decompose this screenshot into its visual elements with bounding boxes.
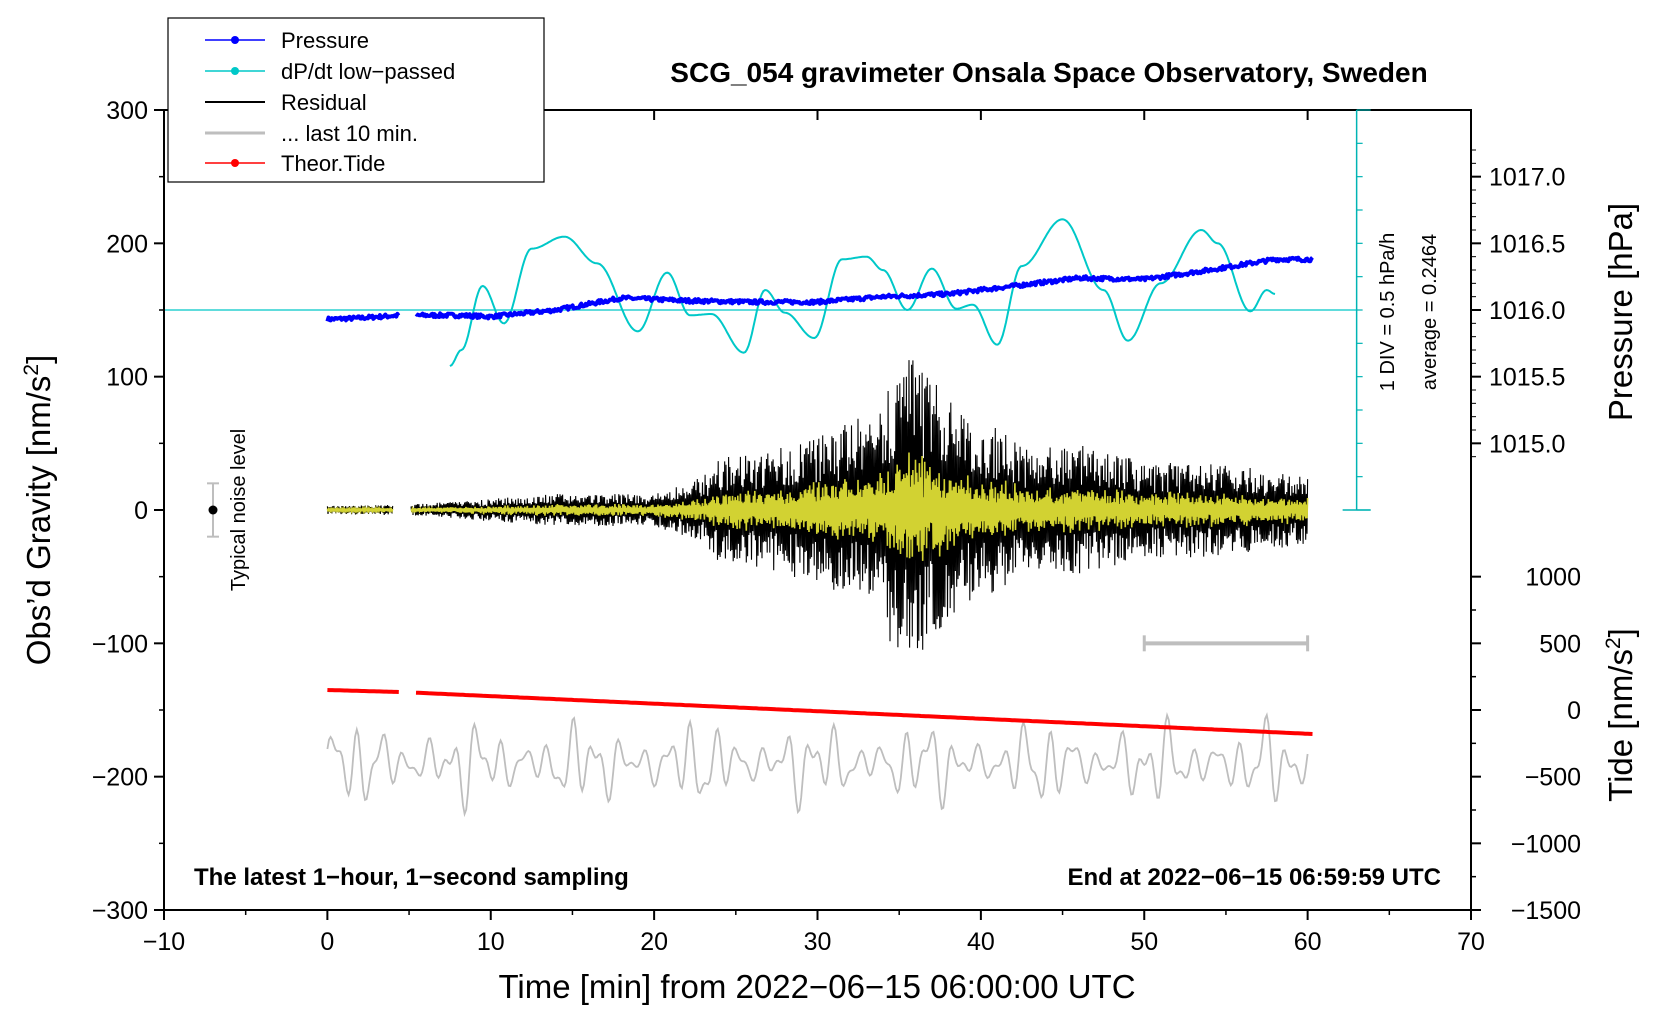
- x-tick-label: 0: [320, 928, 334, 956]
- tide-tick-label: 0: [1567, 697, 1581, 725]
- legend-entry-pressure: Pressure: [205, 28, 369, 53]
- y-tick-label: 200: [106, 230, 148, 258]
- y-tick-label: 300: [106, 97, 148, 125]
- legend-marker: [231, 36, 239, 44]
- x-tick-label: 60: [1294, 928, 1322, 956]
- y-tick-label: −200: [92, 764, 148, 792]
- legend-entry-theor-tide: Theor.Tide: [205, 151, 385, 176]
- dpdt-series: [449, 218, 1276, 367]
- pressure-tick-label: 1015.5: [1489, 364, 1565, 392]
- noise-level-label: Typical noise level: [228, 429, 250, 591]
- noise-level-dot: [208, 505, 218, 515]
- dpdt-scale-label: 1 DIV = 0.5 hPa/h: [1377, 233, 1399, 391]
- legend: Pressure dP/dt low−passed Residual ... l…: [167, 17, 545, 183]
- tide-tick-label: 1000: [1525, 564, 1581, 592]
- legend-label: Theor.Tide: [281, 151, 385, 176]
- legend-label: dP/dt low−passed: [281, 59, 455, 84]
- pressure-tick-label: 1017.0: [1489, 164, 1565, 192]
- y-tick-label: 0: [134, 497, 148, 525]
- x-tick-label: 70: [1457, 928, 1485, 956]
- theor-tide-series: [327, 688, 1313, 736]
- pressure-tick-label: 1015.0: [1489, 430, 1565, 458]
- legend-box: [167, 17, 545, 183]
- footer-right-note: End at 2022−06−15 06:59:59 UTC: [1067, 864, 1441, 891]
- tide-tick-label: −500: [1525, 764, 1581, 792]
- y-tick-label: 100: [106, 364, 148, 392]
- tide-tick-label: 500: [1539, 630, 1581, 658]
- legend-entry-residual: Residual: [205, 90, 367, 115]
- legend-label: Residual: [281, 90, 367, 115]
- axes-layer: −10 0 10 20 30 40 50 60 70−300−200−1000100200300…: [92, 97, 1581, 956]
- pressure-tick-label: 1016.5: [1489, 230, 1565, 258]
- legend-label: ... last 10 min.: [281, 121, 418, 146]
- x-tick-label: 10: [477, 928, 505, 956]
- tide-tick-label: −1500: [1511, 897, 1581, 925]
- x-tick-label: −10: [143, 928, 185, 956]
- series-layer: [164, 218, 1357, 818]
- pressure-tick-label: 1016.0: [1489, 297, 1565, 325]
- legend-entry-last-10-min: ... last 10 min.: [205, 121, 418, 146]
- pressure-series: [325, 255, 1314, 323]
- x-tick-label: 30: [804, 928, 832, 956]
- x-tick-label: 20: [640, 928, 668, 956]
- tide-axis-title: Tide [nm/s2]: [1602, 628, 1639, 802]
- residual-filtered-series: [326, 452, 1309, 561]
- x-axis-title: Time [min] from 2022−06−15 06:00:00 UTC: [498, 968, 1135, 1005]
- y-tick-label: −300: [92, 897, 148, 925]
- legend-marker: [231, 67, 239, 75]
- tide-tick-label: −1000: [1511, 830, 1581, 858]
- x-tick-label: 50: [1130, 928, 1158, 956]
- dpdt-average-label: average = 0.2464: [1419, 234, 1441, 390]
- legend-entry-dpdt: dP/dt low−passed: [205, 59, 455, 84]
- legend-label: Pressure: [281, 28, 369, 53]
- y-tick-label: −100: [92, 630, 148, 658]
- pressure-axis-title: Pressure [hPa]: [1602, 203, 1639, 421]
- chart-title: SCG_054 gravimeter Onsala Space Observat…: [670, 57, 1427, 88]
- legend-marker: [231, 159, 239, 167]
- x-tick-label: 40: [967, 928, 995, 956]
- footer-left-note: The latest 1−hour, 1−second sampling: [194, 864, 629, 891]
- y-axis-title: Obs’d Gravity [nm/s2]: [20, 355, 57, 666]
- last-10-min-series: [326, 712, 1309, 818]
